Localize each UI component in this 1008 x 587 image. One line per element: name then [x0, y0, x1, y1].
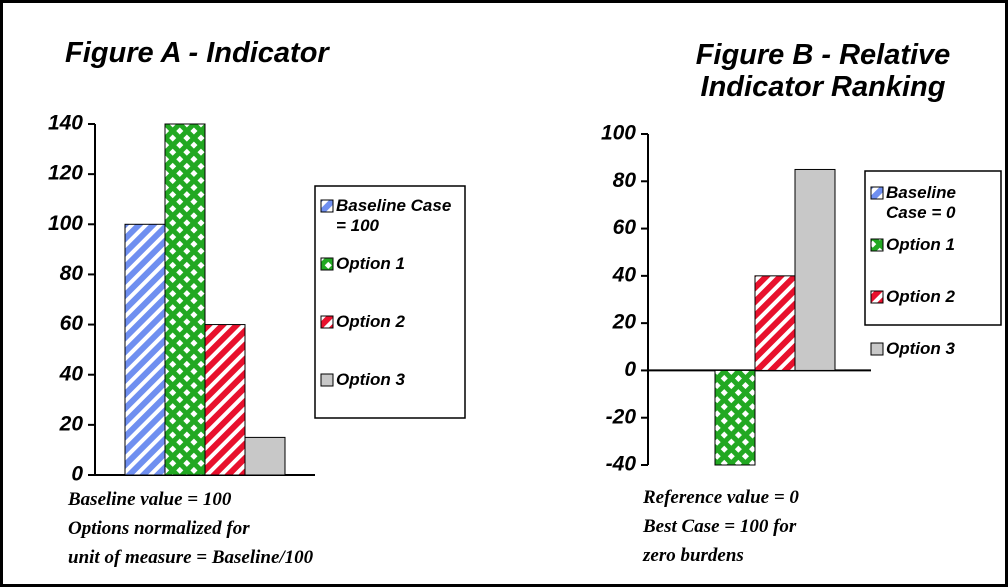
bar [244, 436, 286, 476]
legend-label: Baseline Case = 100 [336, 196, 452, 235]
legend-swatch [320, 373, 334, 387]
legend-label: Option 2 [336, 312, 405, 331]
chart-title: Figure A - Indicator [65, 37, 329, 69]
y-tick-label: 100 [601, 122, 636, 145]
legend-label: Option 3 [886, 339, 955, 358]
y-tick-label: 80 [60, 262, 84, 285]
annotation: Best Case = 100 for [643, 516, 797, 537]
bar [754, 275, 796, 371]
y-tick-label: 0 [71, 463, 83, 486]
legend-label: Baseline Case = 0 [886, 183, 956, 222]
bar [204, 324, 246, 476]
bar [124, 223, 166, 476]
legend-swatch [320, 257, 334, 271]
legend-swatch [320, 199, 334, 213]
legend-label: Option 1 [886, 235, 955, 254]
bar [714, 369, 756, 466]
y-tick-label: 120 [48, 162, 83, 185]
legend-swatch [870, 342, 884, 356]
bar [794, 168, 836, 371]
legend-box [314, 185, 466, 419]
legend-box [864, 170, 1002, 326]
legend-swatch [870, 290, 884, 304]
y-tick-label: 40 [59, 362, 84, 385]
y-tick-label: 20 [59, 412, 84, 435]
annotation: zero burdens [643, 545, 744, 566]
y-tick-label: 40 [612, 263, 637, 286]
chart-title: Figure B - Relative Indicator Ranking [695, 39, 951, 103]
legend-swatch [320, 315, 334, 329]
legend-label: Option 1 [336, 254, 405, 273]
y-tick-label: 140 [48, 112, 83, 135]
y-tick-label: 60 [613, 216, 637, 239]
y-tick-label: 20 [612, 311, 637, 334]
legend-swatch [870, 238, 884, 252]
y-tick-label: 60 [60, 312, 84, 335]
charts: 0 20 40 60 80 100 120 140 -40 -20 0 20 40 60 80 100 [48, 112, 1002, 486]
legend-label: Option 3 [336, 370, 405, 389]
y-tick-label: 100 [48, 212, 83, 235]
legend-label: Option 2 [886, 287, 955, 306]
annotation: unit of measure = Baseline/100 [68, 547, 314, 568]
y-tick-label: 80 [613, 169, 637, 192]
y-tick-label: -40 [606, 453, 637, 476]
y-tick-label: 0 [624, 358, 636, 381]
y-tick-label: -20 [606, 405, 637, 428]
annotation: Baseline value = 100 [68, 489, 232, 510]
bar [164, 123, 206, 476]
annotation: Reference value = 0 [643, 487, 799, 508]
annotation: Options normalized for [68, 518, 250, 539]
legend-swatch [870, 186, 884, 200]
